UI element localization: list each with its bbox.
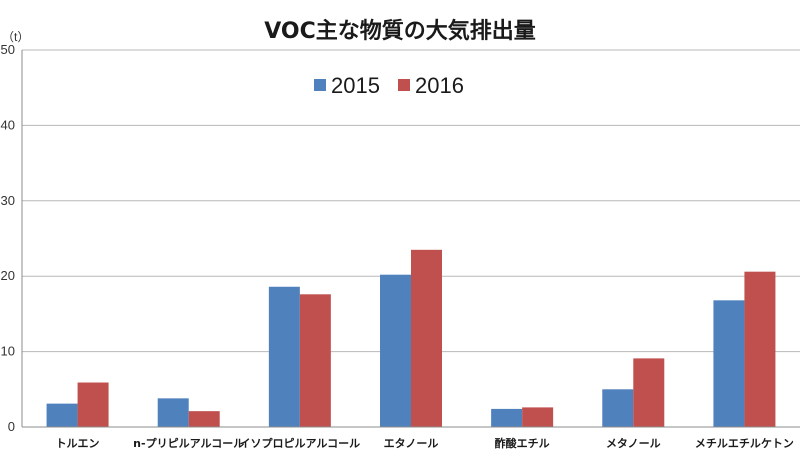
legend-swatch-2016 (398, 79, 410, 91)
x-category-label: n-プリピルアルコール (133, 436, 244, 450)
legend-swatch-2015 (314, 79, 326, 91)
bars (46, 249, 776, 427)
bar-2016-2 (299, 294, 331, 427)
bar-2016-0 (77, 382, 109, 427)
x-category-label: イソプロピルアルコール (240, 436, 361, 450)
legend: 2015 2016 (314, 73, 464, 98)
bar-2015-1 (157, 398, 189, 427)
y-tick-label: 20 (1, 268, 15, 283)
bar-2015-6 (713, 300, 745, 427)
x-category-label: トルエン (56, 437, 100, 450)
y-tick-label: 0 (8, 419, 15, 434)
y-tick-label: 30 (1, 193, 15, 208)
bar-2016-1 (188, 411, 220, 427)
chart-title: VOC主な物質の大気排出量 (264, 18, 536, 44)
legend-label-2016: 2016 (415, 73, 464, 98)
bar-2015-3 (380, 274, 411, 427)
y-tick-label: 40 (1, 117, 15, 132)
y-tick-label: 50 (1, 42, 15, 57)
x-category-label: メタノール (606, 437, 661, 450)
bar-2016-4 (522, 407, 554, 427)
bar-2016-6 (744, 271, 776, 427)
legend-label-2015: 2015 (331, 73, 380, 98)
x-category-label: メチルエチルケトン (695, 437, 794, 450)
y-axis-ticks: 0 10 20 30 40 50 (1, 42, 15, 434)
bar-2015-0 (46, 403, 78, 427)
x-category-label: エタノール (384, 437, 439, 450)
bar-2016-5 (633, 358, 665, 427)
y-tick-label: 10 (1, 344, 15, 359)
x-category-label: 酢酸エチル (495, 436, 550, 450)
bar-2015-2 (268, 286, 300, 427)
y-axis-unit-label: （t） (2, 30, 29, 44)
bar-2015-4 (491, 408, 523, 427)
bar-2015-5 (602, 389, 634, 427)
bar-2016-3 (411, 249, 442, 427)
